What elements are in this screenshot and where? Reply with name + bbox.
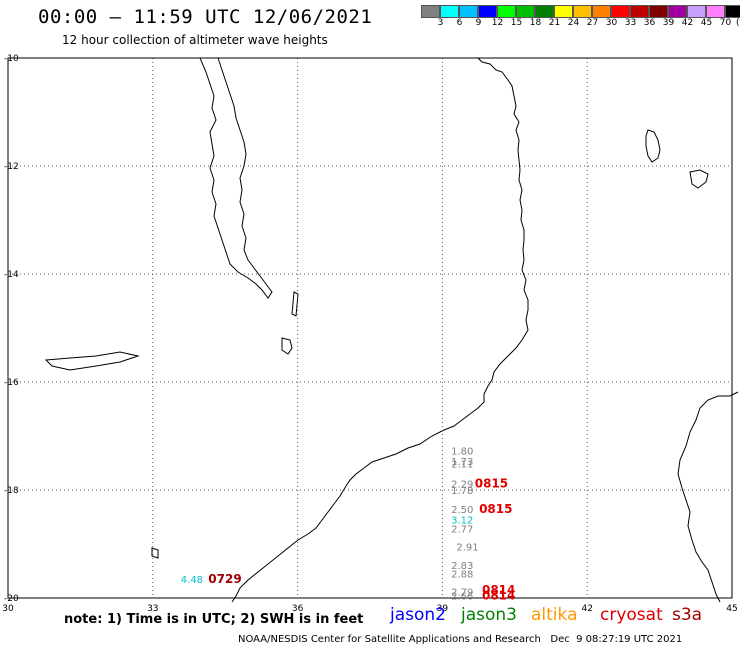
- island-lake-1: [281, 337, 293, 355]
- coastline-madagascar: [677, 391, 739, 603]
- wave-height-label: 2.79: [451, 588, 473, 599]
- scale-swatch: [497, 5, 516, 18]
- scale-label: 39: [662, 18, 675, 28]
- legend-jason3: jason3: [461, 605, 517, 625]
- page-subtitle: 12 hour collection of altimeter wave hei…: [62, 33, 328, 47]
- scale-swatch: [535, 5, 554, 18]
- latitude-tick-label: -16: [4, 378, 19, 388]
- latitude-tick-label: -14: [4, 270, 19, 280]
- latitude-labels: -10 -12 -14 -16 -18 -20: [4, 54, 19, 604]
- page-title: 00:00 – 11:59 UTC 12/06/2021: [38, 6, 373, 28]
- wave-height-label: 2.50: [451, 505, 473, 516]
- scale-swatch: [421, 5, 440, 18]
- wave-height-label: 2.11: [451, 460, 473, 471]
- wave-height-label: 1.78: [451, 486, 473, 497]
- island-small-2: [151, 547, 159, 559]
- scale-label: 15: [510, 18, 523, 28]
- legend-cryosat: cryosat: [600, 605, 663, 625]
- scale-label: 24: [567, 18, 580, 28]
- island-small-1: [291, 291, 299, 317]
- longitude-tick-label: 42: [581, 604, 592, 614]
- wave-height-label: 2.91: [456, 543, 478, 554]
- scale-label: 33: [624, 18, 637, 28]
- island-lake-2: [44, 351, 140, 371]
- latitude-tick-label: -18: [4, 486, 19, 496]
- wave-height-label: 2.77: [451, 524, 473, 535]
- scale-label: 70: [719, 18, 732, 28]
- scale-swatch: [630, 5, 649, 18]
- wave-height-label: 4.48: [181, 575, 203, 586]
- scale-label: 9: [475, 18, 482, 28]
- scale-swatch: [459, 5, 478, 18]
- coastline-mainland: [231, 57, 529, 603]
- scale-unit: (ft): [736, 18, 740, 28]
- wave-height-label: 2.83: [451, 561, 473, 572]
- pass-time-label: 0815: [479, 502, 512, 516]
- map-frame: [7, 57, 733, 599]
- scale-label: 30: [605, 18, 618, 28]
- scale-swatch: [611, 5, 630, 18]
- footer-credit: NOAA/NESDIS Center for Satellite Applica…: [238, 634, 683, 645]
- wave-height-label: 1.80: [451, 447, 473, 458]
- latitude-tick-label: -20: [4, 594, 19, 604]
- legend-s3a: s3a: [672, 605, 703, 625]
- wave-height-label: 2.66: [451, 591, 473, 602]
- legend-jason2: jason2: [390, 605, 446, 625]
- wave-height-observations: 1.801.732.11 2.291.78 2.503.122.77 2.91 2.83…: [181, 447, 479, 603]
- scale-label: 27: [586, 18, 599, 28]
- scale-swatch: [478, 5, 497, 18]
- scale-label: 36: [643, 18, 656, 28]
- scale-label: 12: [491, 18, 504, 28]
- scale-swatch: [725, 5, 740, 18]
- lake-outline: [199, 57, 273, 299]
- longitude-tick-label: 30: [2, 604, 14, 614]
- longitude-tick-label: 36: [292, 604, 304, 614]
- longitude-tick-label: 45: [726, 604, 737, 614]
- longitude-tick-label: 39: [437, 604, 449, 614]
- scale-label: 45: [700, 18, 713, 28]
- longitude-tick-label: 33: [147, 604, 158, 614]
- scale-swatch: [554, 5, 573, 18]
- coastlines: [44, 57, 739, 603]
- wave-height-label: 3.12: [451, 516, 473, 527]
- pass-time-label: 0814: [482, 588, 515, 602]
- scale-label: 21: [548, 18, 561, 28]
- wave-height-label: 2.88: [451, 570, 473, 581]
- island-comoros-1: [645, 129, 661, 163]
- scale-swatch: [687, 5, 706, 18]
- footer-note: note: 1) Time is in UTC; 2) SWH is in fe…: [64, 612, 364, 627]
- latitude-tick-label: -10: [4, 54, 19, 64]
- scale-swatch: [706, 5, 725, 18]
- graticule-gridlines: [7, 57, 733, 599]
- scale-swatch: [668, 5, 687, 18]
- scale-swatch: [516, 5, 535, 18]
- scale-swatch: [592, 5, 611, 18]
- wave-height-label: 2.29: [451, 480, 473, 491]
- latitude-tick-label: -12: [4, 162, 19, 172]
- longitude-labels: 30 33 36 39 42 45: [2, 604, 737, 614]
- scale-label: 42: [681, 18, 694, 28]
- scale-swatch: [440, 5, 459, 18]
- pass-time-label: 0814: [482, 583, 515, 597]
- scale-label: 3: [437, 18, 444, 28]
- scale-swatch: [573, 5, 592, 18]
- scale-label: 18: [529, 18, 542, 28]
- scale-swatch: [649, 5, 668, 18]
- wave-height-label: 1.73: [451, 457, 473, 468]
- pass-time-label: 0815: [475, 477, 508, 491]
- pass-time-label: 0729: [208, 572, 241, 586]
- legend-altika: altika: [531, 605, 578, 625]
- color-scale-swatches: [421, 5, 740, 18]
- island-comoros-2: [689, 169, 709, 189]
- scale-label: 6: [456, 18, 463, 28]
